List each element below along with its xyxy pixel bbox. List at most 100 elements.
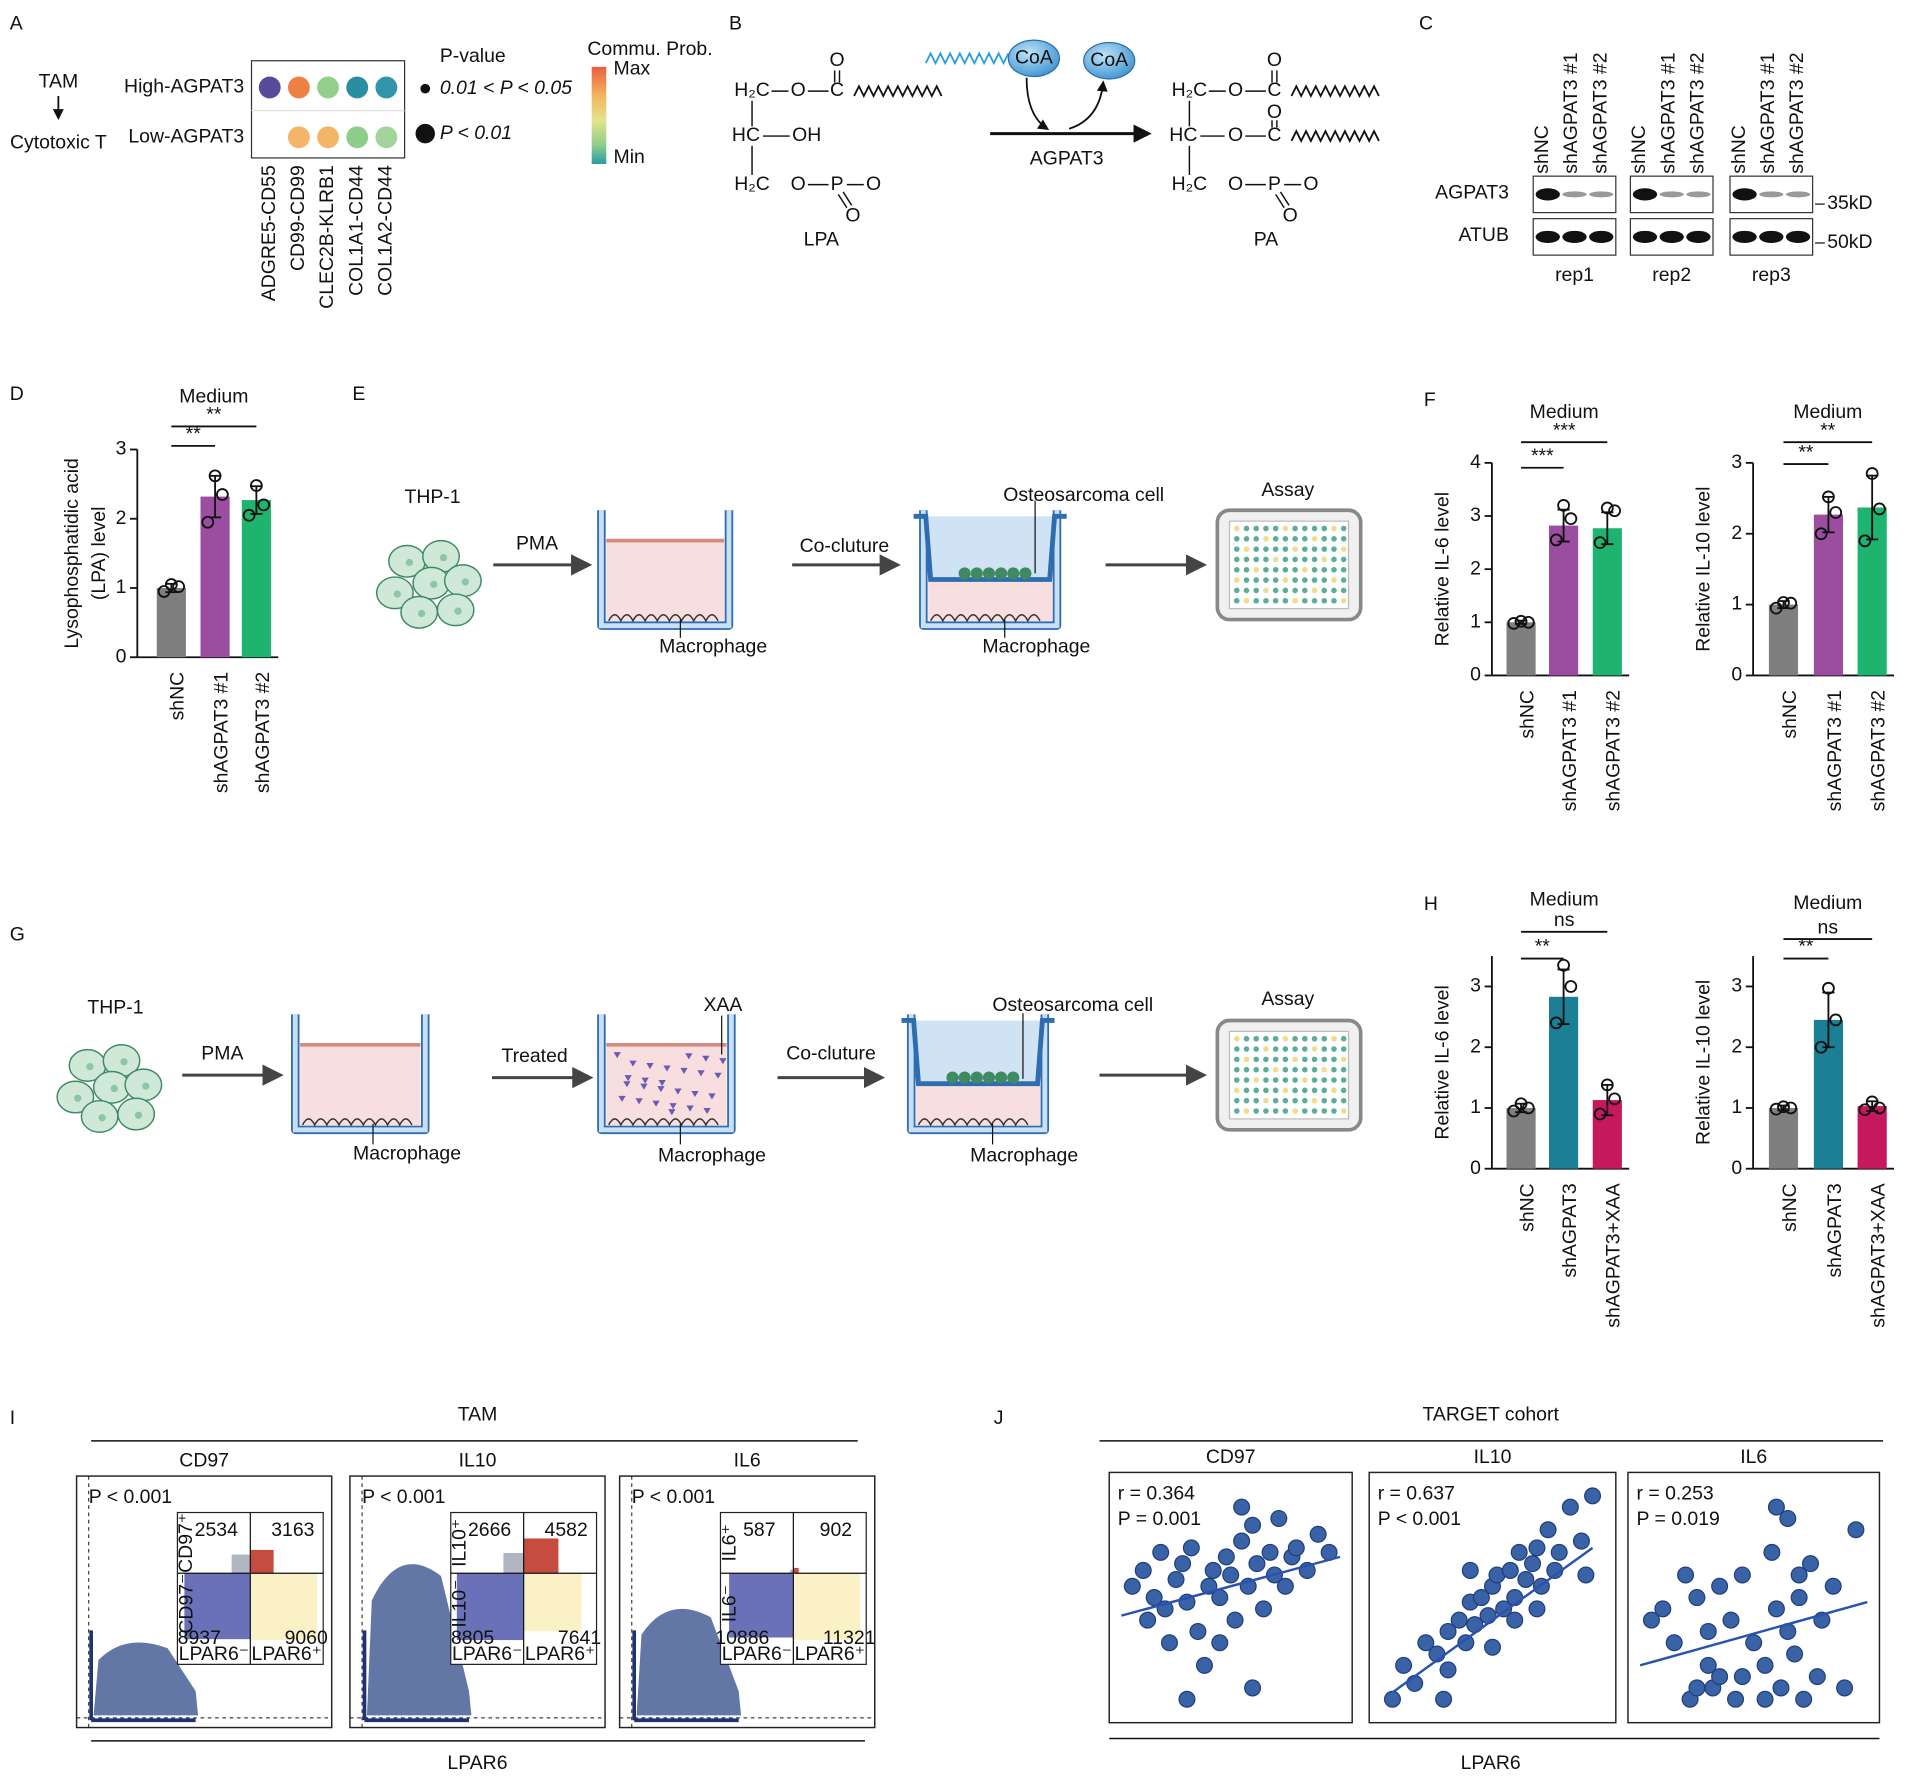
replicate-point <box>1829 506 1843 519</box>
quadrant-bar <box>250 1549 274 1574</box>
quadrant-bar <box>231 1554 251 1574</box>
quadrant-label: LPAR6⁻ <box>452 1643 522 1665</box>
bond <box>837 193 848 209</box>
well-dot <box>1311 536 1318 542</box>
point <box>1790 1589 1808 1607</box>
drug-particle <box>691 1090 699 1098</box>
point <box>1233 1532 1251 1550</box>
tumor-cell <box>995 1071 1008 1084</box>
drug-particle <box>685 1053 693 1060</box>
well-dot <box>1282 1046 1289 1052</box>
point <box>1642 1611 1660 1629</box>
y-tick-label: 2 <box>1731 1035 1742 1057</box>
point <box>1484 1638 1502 1656</box>
well-dot <box>1340 1066 1347 1073</box>
insert <box>901 1018 1055 1087</box>
chart-title: Medium <box>1793 892 1862 914</box>
quadrant-bar <box>523 1538 559 1574</box>
point <box>1711 1668 1729 1686</box>
y-tick-label: 2 <box>1731 522 1742 544</box>
band <box>1535 188 1560 201</box>
drug-particle <box>714 1072 722 1079</box>
point <box>1189 1622 1207 1640</box>
column-label: COL1A1-CD44 <box>345 165 367 296</box>
well-dot <box>1292 556 1298 563</box>
atom: OH <box>792 124 821 146</box>
tumor-cell <box>982 567 996 580</box>
drug-label: XAA <box>703 994 742 1016</box>
replicate-point <box>1769 1102 1783 1116</box>
nucleus <box>461 578 469 586</box>
well-dot <box>1340 1056 1347 1063</box>
step-label: Assay <box>1261 479 1314 501</box>
chart-title: Medium <box>1793 401 1862 423</box>
well-dot <box>1331 1097 1337 1104</box>
well-dot <box>1331 1056 1337 1063</box>
plot-title: CD97 <box>1206 1446 1256 1468</box>
well-dot <box>1272 1035 1279 1042</box>
point <box>1233 1498 1251 1516</box>
macrophage-layer <box>301 1118 413 1127</box>
quadrant-count: 7641 <box>558 1627 601 1649</box>
quadrant-label: IL6⁻ <box>718 1585 740 1622</box>
band <box>1785 191 1811 198</box>
y-tick-label: 1 <box>116 576 127 598</box>
well-dot <box>1311 1066 1318 1073</box>
significance-label: ** <box>1820 419 1836 441</box>
cell-name: Macrophage <box>658 1145 766 1167</box>
atom: O <box>1267 49 1282 71</box>
drug-particle <box>663 1065 671 1072</box>
well-dot <box>1331 536 1337 542</box>
replicate-point <box>208 469 222 483</box>
quadrant-count: 2534 <box>195 1519 238 1541</box>
well-dot <box>1302 556 1308 563</box>
point <box>1270 1509 1288 1527</box>
well-dot <box>1272 566 1279 573</box>
step-label: Assay <box>1261 988 1314 1010</box>
band <box>1562 230 1587 243</box>
well-dot <box>1340 536 1347 542</box>
band <box>1562 191 1587 198</box>
band <box>1659 191 1684 198</box>
band <box>1759 191 1784 198</box>
well-dot <box>1282 577 1289 583</box>
well-dot <box>1243 556 1250 563</box>
nucleus <box>454 607 462 615</box>
well-dot <box>1263 1066 1269 1073</box>
drug-particle <box>702 1055 710 1062</box>
x-tick-label: shNC <box>1779 1183 1801 1232</box>
macrophage-layer <box>608 614 719 623</box>
medium <box>606 540 725 621</box>
legend-dot-small <box>420 83 431 94</box>
replicate-point <box>1822 981 1835 995</box>
legend-title: P-value <box>440 45 506 67</box>
x-tick-label: shAGPAT3 #1 <box>1824 690 1846 811</box>
point <box>1745 1634 1763 1652</box>
plate-inner <box>1228 1030 1350 1120</box>
well-dot <box>1331 1046 1337 1052</box>
y-tick-label: 3 <box>1731 975 1742 997</box>
replicate-point <box>1858 534 1872 548</box>
dot <box>375 76 398 99</box>
well-dot <box>1243 587 1250 594</box>
drug-particle <box>674 1088 682 1095</box>
point <box>1248 1555 1266 1573</box>
well-dot <box>1302 1046 1308 1052</box>
well-dot <box>1321 566 1328 573</box>
quadrant-bar <box>523 1573 582 1632</box>
atom: O <box>791 173 806 195</box>
well-dot <box>1311 546 1318 552</box>
lane-label: shNC <box>1728 125 1750 174</box>
atom: O <box>845 204 860 226</box>
atom: HC <box>1169 124 1197 146</box>
quadrant-count: 8805 <box>451 1627 494 1649</box>
well-dot <box>1243 1108 1250 1114</box>
bar <box>1506 622 1536 676</box>
step-label: PMA <box>516 532 558 554</box>
well-dot <box>1302 1097 1308 1104</box>
size-marker: 50kD <box>1827 231 1872 253</box>
quadrant-bar <box>793 1567 799 1574</box>
well-dot <box>1253 556 1260 563</box>
well-dot <box>1331 556 1337 563</box>
tumor-cell <box>970 567 983 580</box>
